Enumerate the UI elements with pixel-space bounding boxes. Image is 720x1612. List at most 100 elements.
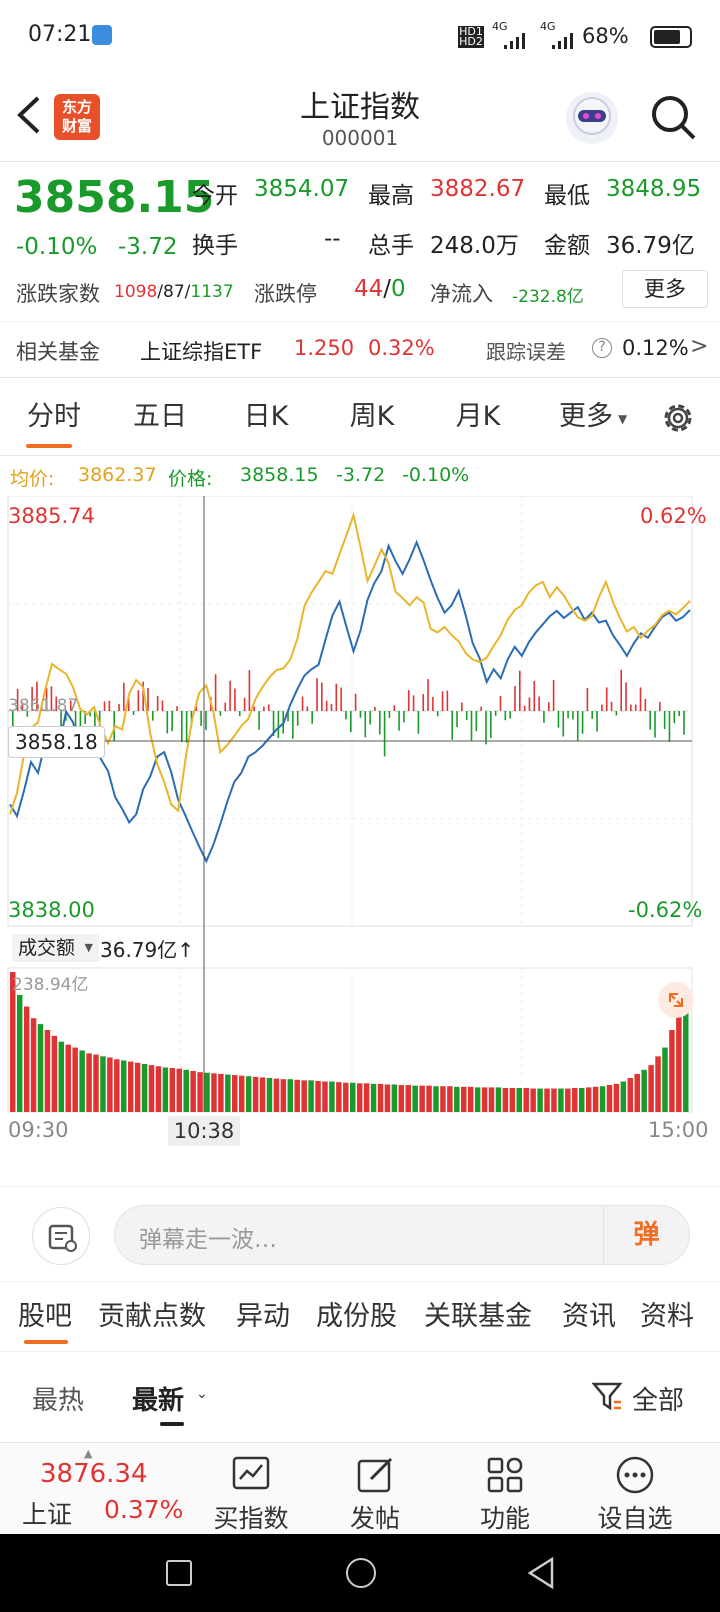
sort-underline: [160, 1422, 184, 1426]
volume-value: 248.0万: [430, 233, 519, 259]
more-button[interactable]: 更多: [622, 270, 708, 308]
volume-bar: [398, 1085, 405, 1112]
volume-bar: [412, 1085, 418, 1112]
volume-bar: [419, 1085, 425, 1112]
flow-bar: [374, 706, 376, 711]
settings-gear-icon[interactable]: [660, 400, 696, 440]
flow-bar: [272, 711, 275, 736]
volume-bar: [211, 1073, 217, 1112]
volume-bar: [578, 1087, 585, 1112]
volume-bar: [384, 1084, 391, 1112]
robot-assistant-icon[interactable]: [566, 92, 618, 144]
volume-bar: [343, 1082, 349, 1112]
flow-bar: [113, 711, 115, 741]
volume-bar: [551, 1088, 557, 1112]
tab-profile[interactable]: 资料: [640, 1301, 694, 1332]
back-icon[interactable]: [14, 94, 44, 140]
change-percent: -0.10%: [16, 234, 98, 260]
flow-bar: [12, 711, 14, 731]
flow-bar: [205, 711, 207, 730]
flow-bar: [369, 711, 371, 725]
filter-all[interactable]: 全部: [632, 1386, 685, 1416]
tab-movement[interactable]: 异动: [236, 1301, 290, 1332]
flow-bar: [678, 711, 680, 717]
danmu-input[interactable]: 弹幕走一波… 弹: [114, 1205, 690, 1265]
flow-bar: [287, 711, 289, 722]
index-ticker[interactable]: ▲ 3876.34 上证 0.37%: [0, 1443, 190, 1535]
flow-bar: [470, 711, 473, 742]
intraday-chart[interactable]: 3885.74 3838.00 0.62% -0.62% 3861.87 385…: [0, 496, 720, 1186]
volume-bar: [641, 1069, 647, 1112]
tab-weekly-k[interactable]: 周K: [349, 401, 395, 432]
eastmoney-logo[interactable]: 东方 财富: [54, 94, 100, 140]
volume-bar: [23, 1006, 30, 1112]
prev-close-label: 3861.87: [8, 696, 79, 716]
flow-bar: [538, 696, 540, 711]
flow-bar: [161, 700, 164, 711]
sort-latest[interactable]: 最新: [132, 1386, 185, 1416]
fund-name: 上证综指ETF: [140, 340, 263, 364]
grid-apps-icon: [485, 1455, 525, 1495]
signal-2-label: 4G: [540, 20, 556, 33]
tab-monthly-k[interactable]: 月K: [455, 401, 501, 432]
open-label: 今开: [192, 183, 238, 209]
flow-bar: [292, 711, 294, 739]
nav-functions[interactable]: 功能: [450, 1449, 560, 1535]
volume-bar: [225, 1074, 231, 1112]
flow-bar: [306, 706, 309, 711]
fund-arrow-icon: >: [690, 334, 709, 359]
volume-bar: [370, 1083, 377, 1112]
danmu-settings-icon[interactable]: [32, 1207, 90, 1265]
flow-bar: [248, 670, 251, 711]
bottom-nav: ▲ 3876.34 上证 0.37% 买指数 发帖 功能 设自选: [0, 1442, 720, 1534]
volume-bar: [16, 994, 23, 1112]
tab-related-funds[interactable]: 关联基金: [424, 1301, 532, 1332]
nav-add-watchlist[interactable]: 设自选: [580, 1449, 690, 1535]
tab-components[interactable]: 成份股: [316, 1301, 397, 1332]
expand-icon[interactable]: [658, 982, 694, 1018]
limit-up-count: 44: [354, 276, 384, 302]
related-fund-row[interactable]: 相关基金 上证综指ETF 1.250 0.32% 跟踪误差 ? 0.12% >: [0, 322, 720, 378]
tab-contribution[interactable]: 贡献点数: [98, 1301, 206, 1332]
low-value: 3848.95: [606, 176, 702, 202]
nav-post-label: 发帖: [349, 1504, 400, 1533]
sort-hot[interactable]: 最热: [32, 1386, 85, 1416]
nav-post[interactable]: 发帖: [320, 1449, 430, 1535]
tab-daily-k[interactable]: 日K: [243, 401, 289, 432]
tab-more[interactable]: 更多: [559, 401, 613, 432]
clock: 07:21: [28, 22, 92, 47]
volume-selector[interactable]: 成交额 ▼: [12, 934, 100, 962]
volume-bar: [565, 1088, 571, 1112]
avg-value: 3862.37: [78, 464, 157, 486]
flow-bar: [422, 694, 425, 711]
filter-icon[interactable]: [591, 1380, 623, 1416]
nav-buy-index[interactable]: 买指数: [196, 1449, 306, 1535]
more-dropdown-icon: ▼: [618, 412, 628, 426]
chart-svg[interactable]: [0, 496, 720, 1186]
pct-min-label: -0.62%: [628, 898, 703, 922]
tab-news[interactable]: 资讯: [562, 1301, 616, 1332]
danmu-send-button[interactable]: 弹: [603, 1206, 689, 1264]
tab-intraday[interactable]: 分时: [27, 401, 81, 432]
search-icon[interactable]: [650, 94, 698, 146]
flow-bar: [528, 697, 531, 711]
volume-bar: [245, 1076, 252, 1112]
tab-guba[interactable]: 股吧: [18, 1301, 72, 1332]
ticker-pct: 0.37%: [104, 1495, 184, 1524]
help-icon[interactable]: ?: [592, 338, 612, 358]
flow-bar: [36, 681, 38, 711]
volume-bar: [558, 1088, 564, 1112]
tab-five-day[interactable]: 五日: [133, 401, 187, 432]
recent-apps-icon[interactable]: [166, 1560, 192, 1586]
volume-bar: [107, 1057, 113, 1112]
flow-bar: [26, 711, 29, 717]
y-min-label: 3838.00: [8, 898, 95, 922]
back-nav-icon[interactable]: [526, 1556, 556, 1594]
flow-bar: [407, 690, 410, 711]
volume-bar: [613, 1083, 620, 1112]
flow-bar: [55, 696, 58, 711]
amount-label: 金额: [544, 233, 590, 259]
home-icon[interactable]: [346, 1558, 376, 1588]
price-label: 价格:: [168, 468, 213, 490]
flow-bar: [108, 700, 111, 711]
